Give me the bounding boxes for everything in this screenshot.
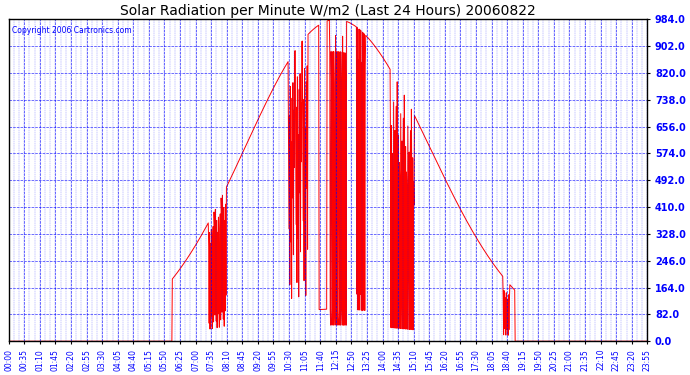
Title: Solar Radiation per Minute W/m2 (Last 24 Hours) 20060822: Solar Radiation per Minute W/m2 (Last 24… [120, 4, 536, 18]
Text: Copyright 2006 Cartronics.com: Copyright 2006 Cartronics.com [12, 26, 132, 35]
